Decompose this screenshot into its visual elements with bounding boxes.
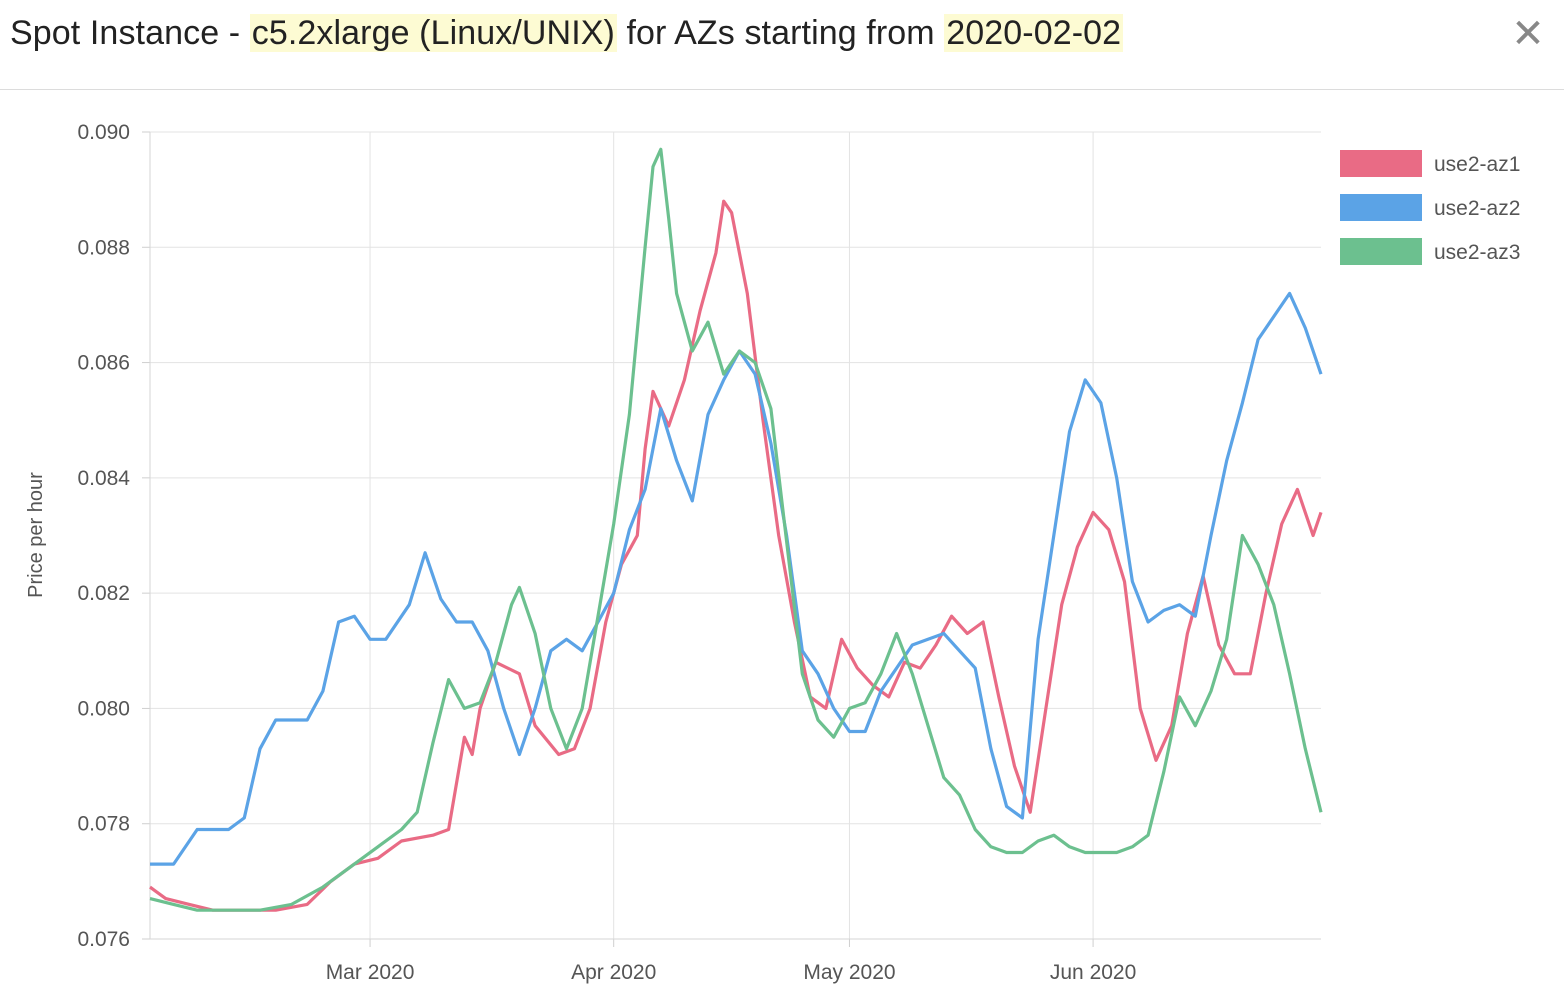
y-tick-label: 0.088 bbox=[77, 236, 130, 259]
y-axis-label: Price per hour bbox=[25, 472, 47, 598]
legend-label-use2-az1: use2-az1 bbox=[1434, 153, 1520, 176]
price-line-chart: 0.090 0.088 0.086 0.084 0.082 0.080 0.078 0.076… bbox=[25, 121, 1520, 984]
y-tick-label: 0.084 bbox=[77, 467, 130, 490]
x-tick-label: Mar 2020 bbox=[326, 961, 415, 984]
chart-title: Spot Instance - c5.2xlarge (Linux/UNIX) … bbox=[10, 14, 1124, 53]
modal-header: Spot Instance - c5.2xlarge (Linux/UNIX) … bbox=[0, 0, 1564, 90]
chart-grid bbox=[150, 131, 1321, 940]
legend-swatch-use2-az1 bbox=[1340, 150, 1422, 177]
y-tick-label: 0.086 bbox=[77, 352, 130, 375]
y-tick-label: 0.080 bbox=[77, 697, 130, 720]
instance-type-highlight: c5.2xlarge (Linux/UNIX) bbox=[249, 14, 617, 52]
x-tick-label: Apr 2020 bbox=[571, 961, 656, 984]
series-line-use2-az1 bbox=[149, 199, 1323, 912]
y-tick-label: 0.090 bbox=[77, 121, 130, 144]
legend-swatch-use2-az2 bbox=[1340, 194, 1422, 221]
close-icon[interactable]: ✕ bbox=[1511, 12, 1545, 56]
y-tick-label: 0.082 bbox=[77, 582, 130, 605]
x-tick-label: Jun 2020 bbox=[1050, 961, 1136, 984]
title-middle: for AZs starting from bbox=[616, 14, 945, 52]
legend-label-use2-az3: use2-az3 bbox=[1434, 241, 1520, 264]
x-tick-label: May 2020 bbox=[803, 961, 895, 984]
y-tick-label: 0.076 bbox=[77, 928, 130, 951]
chart-legend: use2-az1 use2-az2 use2-az3 bbox=[1340, 150, 1520, 265]
start-date-highlight: 2020-02-02 bbox=[944, 14, 1124, 52]
title-prefix: Spot Instance - bbox=[10, 14, 250, 52]
series-line-use2-az2 bbox=[150, 291, 1323, 866]
series-line-use2-az3 bbox=[149, 147, 1323, 912]
legend-swatch-use2-az3 bbox=[1340, 238, 1422, 265]
chart-axes: 0.090 0.088 0.086 0.084 0.082 0.080 0.078 0.076… bbox=[77, 121, 1321, 984]
chart-series bbox=[149, 147, 1323, 912]
legend-label-use2-az2: use2-az2 bbox=[1434, 197, 1520, 220]
y-tick-label: 0.078 bbox=[77, 813, 130, 836]
